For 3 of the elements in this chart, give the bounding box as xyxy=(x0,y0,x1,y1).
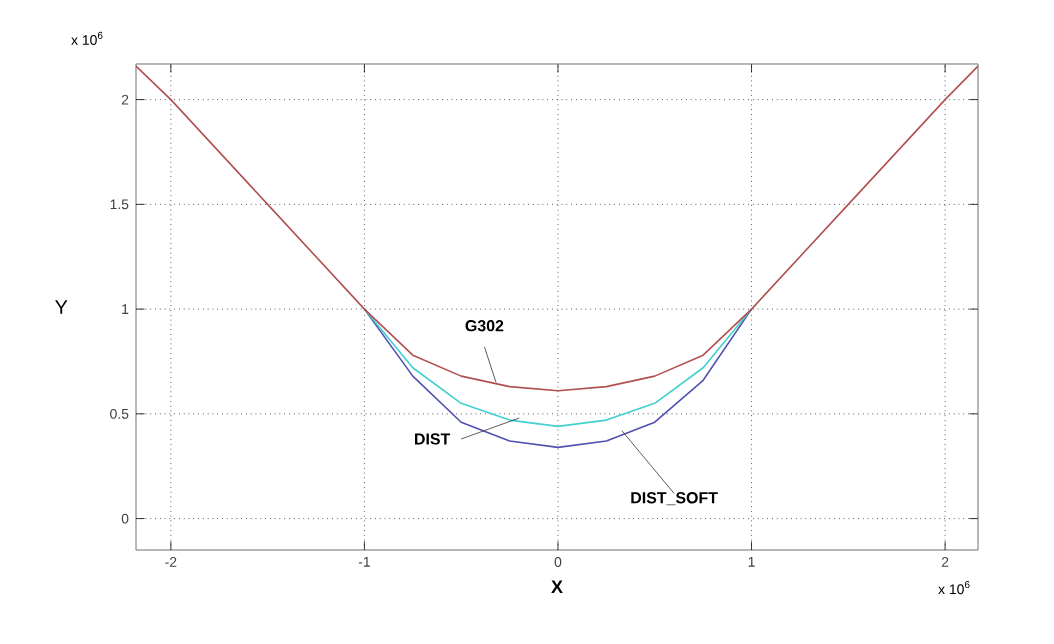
x-axis-title: X xyxy=(551,580,563,593)
y-axis-title: Y xyxy=(55,300,68,314)
line-series xyxy=(135,65,979,392)
